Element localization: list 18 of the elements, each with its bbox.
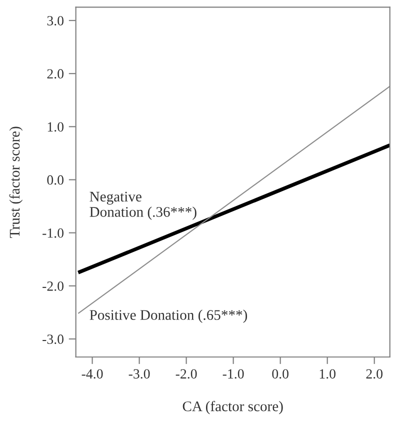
y-tick-label: 1.0 [48,122,64,132]
x-axis-title: CA (factor score) [182,400,283,414]
series-label: Negative Donation (.36***) [90,192,196,220]
x-tick-label: -2.0 [176,369,197,379]
y-tick-label: -3.0 [42,334,64,344]
y-tick-label: 0.0 [47,175,64,185]
x-tick-label: 1.0 [320,369,336,379]
y-tick-label: -1.0 [42,228,64,238]
x-tick-label: 2.0 [366,369,383,379]
x-tick-label: -4.0 [82,369,103,379]
y-tick-label: 3.0 [47,16,64,26]
x-tick-label: -3.0 [128,369,150,379]
x-tick-label: 0.0 [272,369,288,379]
y-axis-title: Trust (factor score) [9,126,23,238]
x-tick-label: -1.0 [222,369,244,379]
y-tick-label: 2.0 [47,69,64,79]
series-label: Positive Donation (.65***) [90,310,248,323]
y-tick-label: -2.0 [42,281,64,291]
